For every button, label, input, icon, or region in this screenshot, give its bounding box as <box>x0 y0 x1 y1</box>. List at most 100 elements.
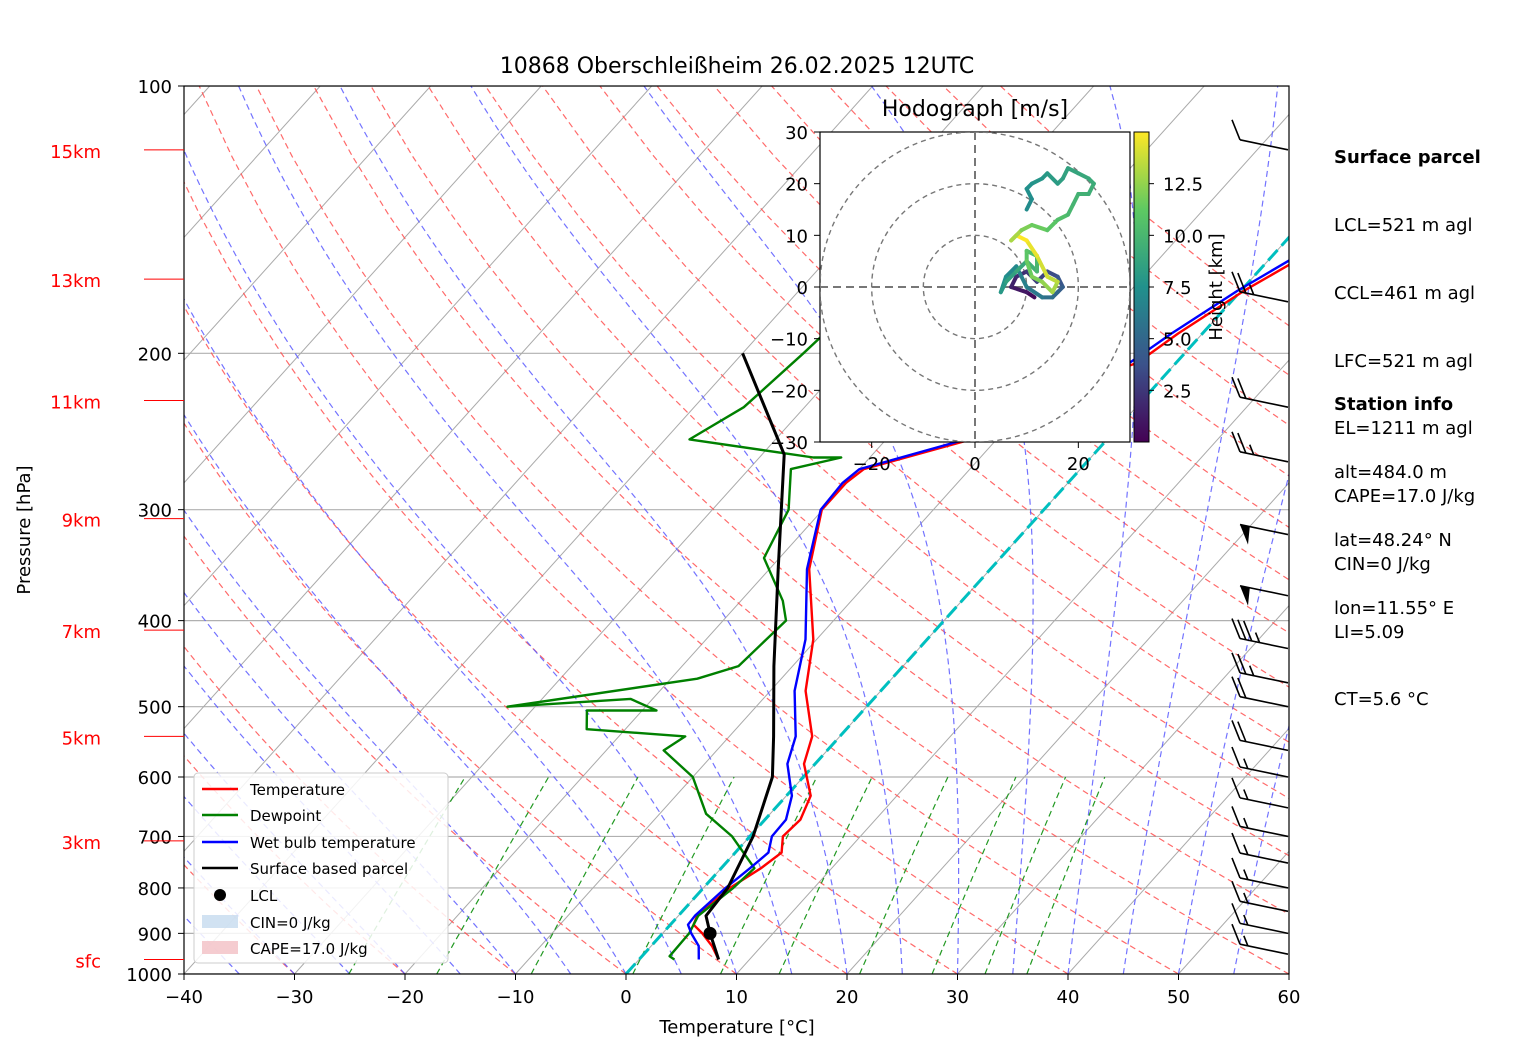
hodograph-ring <box>870 182 1080 392</box>
moist-adiabat-line <box>339 86 848 974</box>
wind-barb-pennant <box>1240 585 1250 606</box>
surface-parcel-panel: Surface parcel LCL=521 m agl CCL=461 m a… <box>1334 102 1481 735</box>
legend-temperature-label: Temperature <box>249 781 345 799</box>
x-tick-label: 0 <box>620 987 631 1008</box>
hodograph-segment <box>1024 197 1034 212</box>
wind-barb-half-flag <box>1243 869 1249 880</box>
surface-cin: CIN=0 J/kg <box>1334 553 1431 575</box>
surface-parcel-heading: Surface parcel <box>1334 147 1481 169</box>
wind-barb <box>1231 271 1289 303</box>
wind-barb-half-flag <box>1243 789 1249 800</box>
wind-barb-staff <box>1239 922 1289 935</box>
hodograph-segment <box>1024 238 1039 258</box>
chart-title: 10868 Oberschleißheim 26.02.2025 12UTC <box>500 54 975 79</box>
surface-lcl: LCL=521 m agl <box>1334 214 1473 236</box>
moist-adiabat-line <box>238 86 793 974</box>
y-tick-label: 300 <box>138 501 172 522</box>
hodograph-segment <box>1009 285 1029 295</box>
moist-adiabat-line <box>184 413 627 974</box>
mixing-ratio-line <box>931 776 1017 974</box>
wind-barb <box>1231 431 1289 463</box>
station-info-heading: Station info <box>1334 394 1454 416</box>
wind-barb <box>1231 618 1289 650</box>
moist-adiabat-line <box>184 509 572 974</box>
moist-adiabat-line <box>1067 86 1138 974</box>
x-tick-label: 10 <box>725 987 748 1008</box>
wind-barb-half-flag <box>1248 444 1255 455</box>
wind-barb-flag <box>1231 720 1241 741</box>
x-tick-label: 40 <box>1057 987 1080 1008</box>
wind-barb-flag <box>1237 721 1247 742</box>
wind-barb-half-flag <box>1243 844 1249 855</box>
wind-barb-flag <box>1231 618 1241 639</box>
wind-barb-flag <box>1231 746 1241 768</box>
surface-ct: CT=5.6 °C <box>1334 689 1429 711</box>
isotherm-line <box>184 86 542 484</box>
hodograph-segment <box>1004 269 1019 284</box>
wind-barb-staff <box>1239 637 1289 650</box>
wind-barb <box>1231 676 1289 708</box>
y-axis-label: Pressure [hPa] <box>14 465 35 594</box>
isotherm-line <box>625 236 1289 974</box>
profile-lines <box>506 145 1289 961</box>
hodograph-segment <box>1024 285 1045 300</box>
wind-barb-flag <box>1231 857 1241 879</box>
moist-adiabat-line <box>470 86 903 974</box>
mixing-ratio-line <box>530 776 639 974</box>
hodograph-x-tick-label: 0 <box>969 454 980 475</box>
height-label: 7km <box>62 622 101 643</box>
wind-barb-staff <box>1239 797 1289 809</box>
hodograph-segment <box>1045 171 1060 186</box>
hodograph-segment <box>1024 259 1034 279</box>
dewpoint-line <box>506 145 1128 961</box>
isotherm-line <box>184 86 432 361</box>
x-tick-label: 20 <box>836 987 859 1008</box>
colorbar-label: Height [km] <box>1206 233 1227 340</box>
mixing-ratio-line <box>436 776 550 974</box>
wind-barb <box>1231 832 1289 864</box>
mixing-ratio-line <box>778 776 873 974</box>
wind-barb-flag <box>1243 620 1253 642</box>
parcel-line <box>704 352 786 960</box>
wind-barb-flag <box>1231 806 1241 827</box>
legend-parcel-label: Surface based parcel <box>250 860 408 878</box>
legend: Temperature Dewpoint Wet bulb temperatur… <box>193 772 449 964</box>
station-latitude: lat=48.24° N <box>1334 529 1452 551</box>
wind-barb <box>1231 881 1289 913</box>
wind-barb <box>1239 584 1289 606</box>
moist-adiabat-line <box>184 297 682 974</box>
station-info-panel: Station info alt=484.0 m lat=48.24° N lo… <box>1334 349 1454 643</box>
surface-li: LI=5.09 <box>1334 621 1405 643</box>
station-longitude: lon=11.55° E <box>1334 597 1455 619</box>
height-label: 11km <box>50 392 101 413</box>
hodograph-segment <box>1029 223 1050 233</box>
wind-barbs <box>1231 119 1289 956</box>
hodograph-y-tick-label: −10 <box>770 330 808 351</box>
wind-barb-staff <box>1239 877 1289 889</box>
dry-adiabat-line <box>184 180 958 974</box>
legend-lcl-label: LCL <box>250 887 278 905</box>
wind-barb <box>1231 720 1289 752</box>
wind-barb <box>1231 806 1289 838</box>
y-tick-label: 1000 <box>126 965 172 986</box>
legend-cape-swatch <box>202 941 238 954</box>
x-tick-label: −10 <box>497 987 535 1008</box>
wind-barb-staff <box>1239 291 1289 303</box>
dry-adiabat-line <box>184 422 737 974</box>
wind-barb-flag <box>1231 903 1241 924</box>
wind-barb <box>1231 857 1289 889</box>
wind-barb-staff <box>1239 695 1289 708</box>
legend-cin-swatch <box>202 915 238 928</box>
height-label: 15km <box>50 142 101 163</box>
dry-adiabat-line <box>370 86 1289 915</box>
wind-barb <box>1231 652 1289 684</box>
moist-adiabat-line <box>184 665 461 974</box>
legend-wetbulb-label: Wet bulb temperature <box>250 834 416 852</box>
wind-barb-pennant <box>1240 524 1250 545</box>
wind-barb-flag <box>1231 271 1241 293</box>
hodograph-colorbar <box>1133 131 1150 443</box>
wind-barb-half-flag <box>1243 817 1249 829</box>
wind-barb-flag <box>1231 676 1241 697</box>
wind-barb <box>1231 376 1289 408</box>
wind-barb-flag <box>1231 652 1241 674</box>
